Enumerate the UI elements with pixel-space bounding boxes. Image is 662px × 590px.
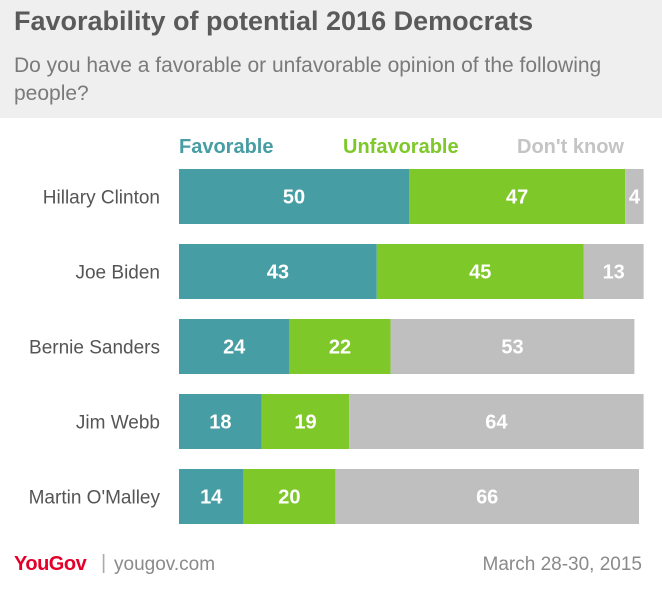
footer-site: yougov.com — [114, 554, 216, 575]
category-label: Jim Webb — [76, 413, 160, 434]
data-label: 64 — [485, 412, 508, 434]
bar-favorable — [179, 169, 409, 224]
data-label: 53 — [501, 337, 523, 359]
bar-unfavorable — [289, 319, 391, 374]
data-label: 13 — [603, 262, 625, 284]
category-label: Joe Biden — [75, 263, 160, 284]
data-label: 45 — [469, 262, 491, 284]
category-label: Bernie Sanders — [29, 338, 160, 359]
data-label: 4 — [629, 187, 641, 209]
data-label: 50 — [283, 187, 305, 209]
data-label: 47 — [506, 187, 528, 209]
category-label: Martin O'Malley — [29, 488, 161, 509]
footer-separator: | — [101, 552, 107, 574]
bar-favorable — [179, 469, 244, 524]
legend-favorable: Favorable — [179, 136, 273, 158]
category-label: Hillary Clinton — [43, 188, 160, 209]
yougov-logo: YouGov — [14, 553, 87, 575]
data-label: 19 — [294, 412, 316, 434]
bar-don-t-know — [335, 469, 639, 524]
survey-date: March 28-30, 2015 — [482, 554, 643, 575]
bar-don-t-know — [583, 244, 644, 299]
stacked-bar-chart: Favorable Unfavorable Don't know Hillary Cl… — [29, 136, 644, 524]
bar-unfavorable — [261, 394, 350, 449]
data-label: 14 — [200, 487, 223, 509]
bar-unfavorable — [376, 244, 584, 299]
bar-unfavorable — [243, 469, 336, 524]
bar-favorable — [179, 319, 290, 374]
bar-favorable — [179, 244, 377, 299]
bar-don-t-know — [349, 394, 644, 449]
data-label: 18 — [209, 412, 231, 434]
legend-don-t-know: Don't know — [517, 136, 624, 158]
bar-unfavorable — [409, 169, 626, 224]
data-label: 43 — [267, 262, 289, 284]
data-label: 24 — [223, 337, 246, 359]
chart-header: Favorability of potential 2016 Democrats… — [0, 0, 662, 118]
data-label: 66 — [476, 487, 498, 509]
chart-subtitle: Do you have a favorable or unfavorable o… — [14, 54, 602, 105]
data-label: 20 — [278, 487, 300, 509]
bar-don-t-know — [625, 169, 644, 224]
legend-unfavorable: Unfavorable — [343, 136, 459, 158]
data-label: 22 — [329, 337, 351, 359]
bar-don-t-know — [390, 319, 635, 374]
bar-favorable — [179, 394, 262, 449]
chart-title: Favorability of potential 2016 Democrats — [14, 6, 534, 36]
